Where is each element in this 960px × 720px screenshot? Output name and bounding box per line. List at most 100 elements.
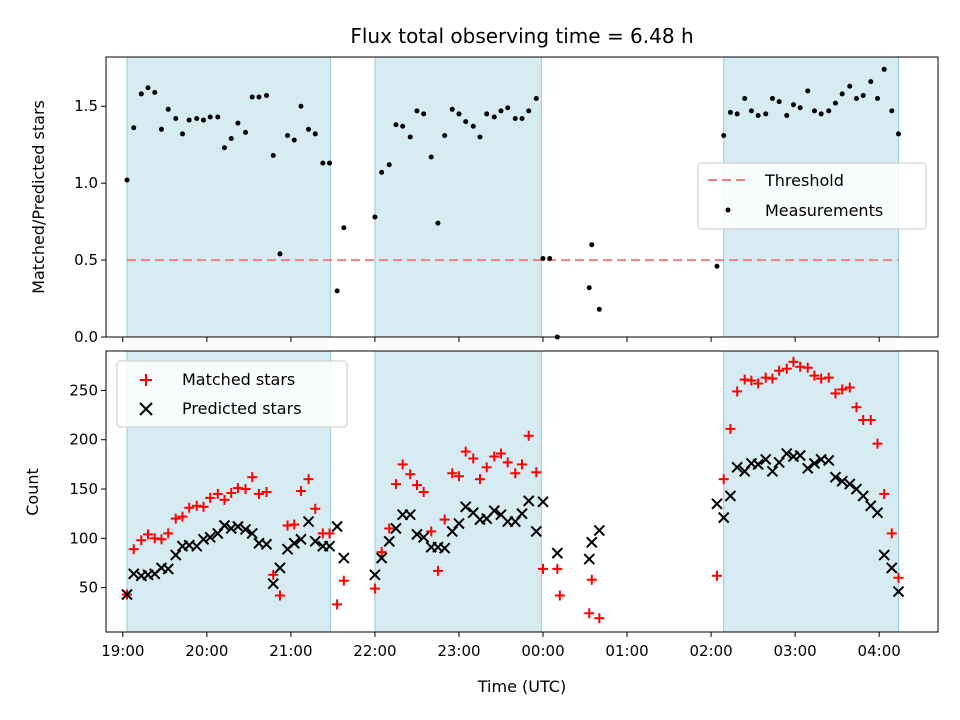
measurement-point [811,108,817,114]
measurement-point [896,131,902,137]
matched-star-point [851,402,862,413]
predicted-star-point [802,462,814,475]
measurement-point [498,108,504,114]
matched-star-point [725,423,736,434]
measurement-point [285,132,291,138]
matched-star-point [177,511,188,522]
measurement-point [491,114,497,120]
measurement-point [790,102,796,108]
measurement-point [818,111,824,117]
predicted-star-point [593,524,606,537]
predicted-star-point [794,449,806,462]
predicted-star-point [288,537,300,549]
matched-star-point [219,494,230,505]
matched-star-point [474,474,485,485]
measurement-point [853,96,859,102]
legend-threshold-label: Threshold [764,171,844,190]
measurement-point [547,256,553,262]
measurement-point [173,116,179,122]
predicted-star-point [453,517,465,530]
matched-star-point [554,590,565,601]
measurement-point [235,120,241,126]
matched-star-point [510,468,521,479]
measurement-point [889,108,895,114]
x-axis-label: Time (UTC) [477,677,566,696]
matched-star-point [781,363,792,374]
measurement-points [124,66,902,340]
matched-star-point [552,563,563,574]
matched-star-point [369,583,380,594]
matched-star-point [495,448,506,459]
legend-measurements-label: Measurements [765,201,883,220]
matched-star-point [384,523,395,534]
matched-star-point [390,479,401,490]
predicted-star-point [369,569,381,581]
predicted-star-point [724,490,737,502]
matched-star-point [517,459,527,470]
measurement-point [874,96,880,102]
predicted-star-point [162,563,174,575]
measurement-point [463,119,469,125]
bottom-y-ticks: 50 100 150 200 250 [69,381,106,597]
matched-star-point [212,488,223,499]
measurement-point [449,106,455,112]
bottom-legend-box [116,360,348,428]
bottom-y-tick-label: 50 [79,579,98,597]
predicted-star-point [823,454,835,467]
bottom-y-tick-label: 200 [69,431,98,449]
x-tick-label: 21:00 [269,642,312,660]
x-tick-label: 02:00 [689,642,732,660]
predicted-star-point [752,458,764,471]
measurement-point [393,122,399,128]
predicted-star-point [267,577,279,590]
predicted-star-point [781,447,793,460]
legend-matched-swatch [140,374,152,386]
measurement-point [341,225,347,231]
measurement-point [124,177,130,183]
predicted-star-point [766,465,779,477]
matched-star-point [170,513,181,524]
matched-star-point [226,487,237,498]
measurement-point [215,114,221,120]
top-legend: Threshold Measurements [697,162,927,230]
matched-star-point [338,575,349,586]
predicted-star-point [323,540,336,552]
x-tick-label: 23:00 [437,642,480,660]
measurement-point [505,105,511,111]
matched-star-point [879,488,890,499]
top-panel: 0.0 0.5 1.0 1.5 Matched/Predicted stars Thr… [29,56,939,346]
matched-star-point [268,569,279,580]
bottom-y-tick-label: 100 [69,529,98,547]
matched-star-point [468,453,479,464]
matched-star-point [163,528,174,539]
predicted-star-point [197,533,210,546]
measurement-point [228,136,234,142]
measurement-point [320,160,326,166]
predicted-star-point [246,527,258,540]
measurement-point [414,108,420,114]
predicted-star-point [404,508,416,521]
measurement-point [512,116,518,122]
matched-star-point [753,378,764,389]
measurement-point [312,131,318,137]
bottom-panel: 50 100 150 200 250 19:00 20:00 21:00 22:00 23:00… [23,350,939,696]
measurement-point [477,134,483,140]
top-y-tick-label: 0.5 [74,251,98,269]
matched-star-point [767,373,778,384]
matched-star-point [586,574,597,585]
matched-star-point [324,528,335,539]
matched-star-point [453,471,464,482]
measurement-point [727,109,733,115]
measurement-point [776,99,782,105]
measurement-point [249,94,255,100]
measurement-point [533,96,539,102]
matched-star-point [418,486,429,497]
measurement-point [847,83,853,89]
measurement-point [734,111,740,117]
measurement-point [470,123,476,129]
measurement-point [714,263,720,269]
predicted-star-point [338,552,350,564]
matched-star-point [830,388,841,399]
measurement-point [742,96,748,102]
